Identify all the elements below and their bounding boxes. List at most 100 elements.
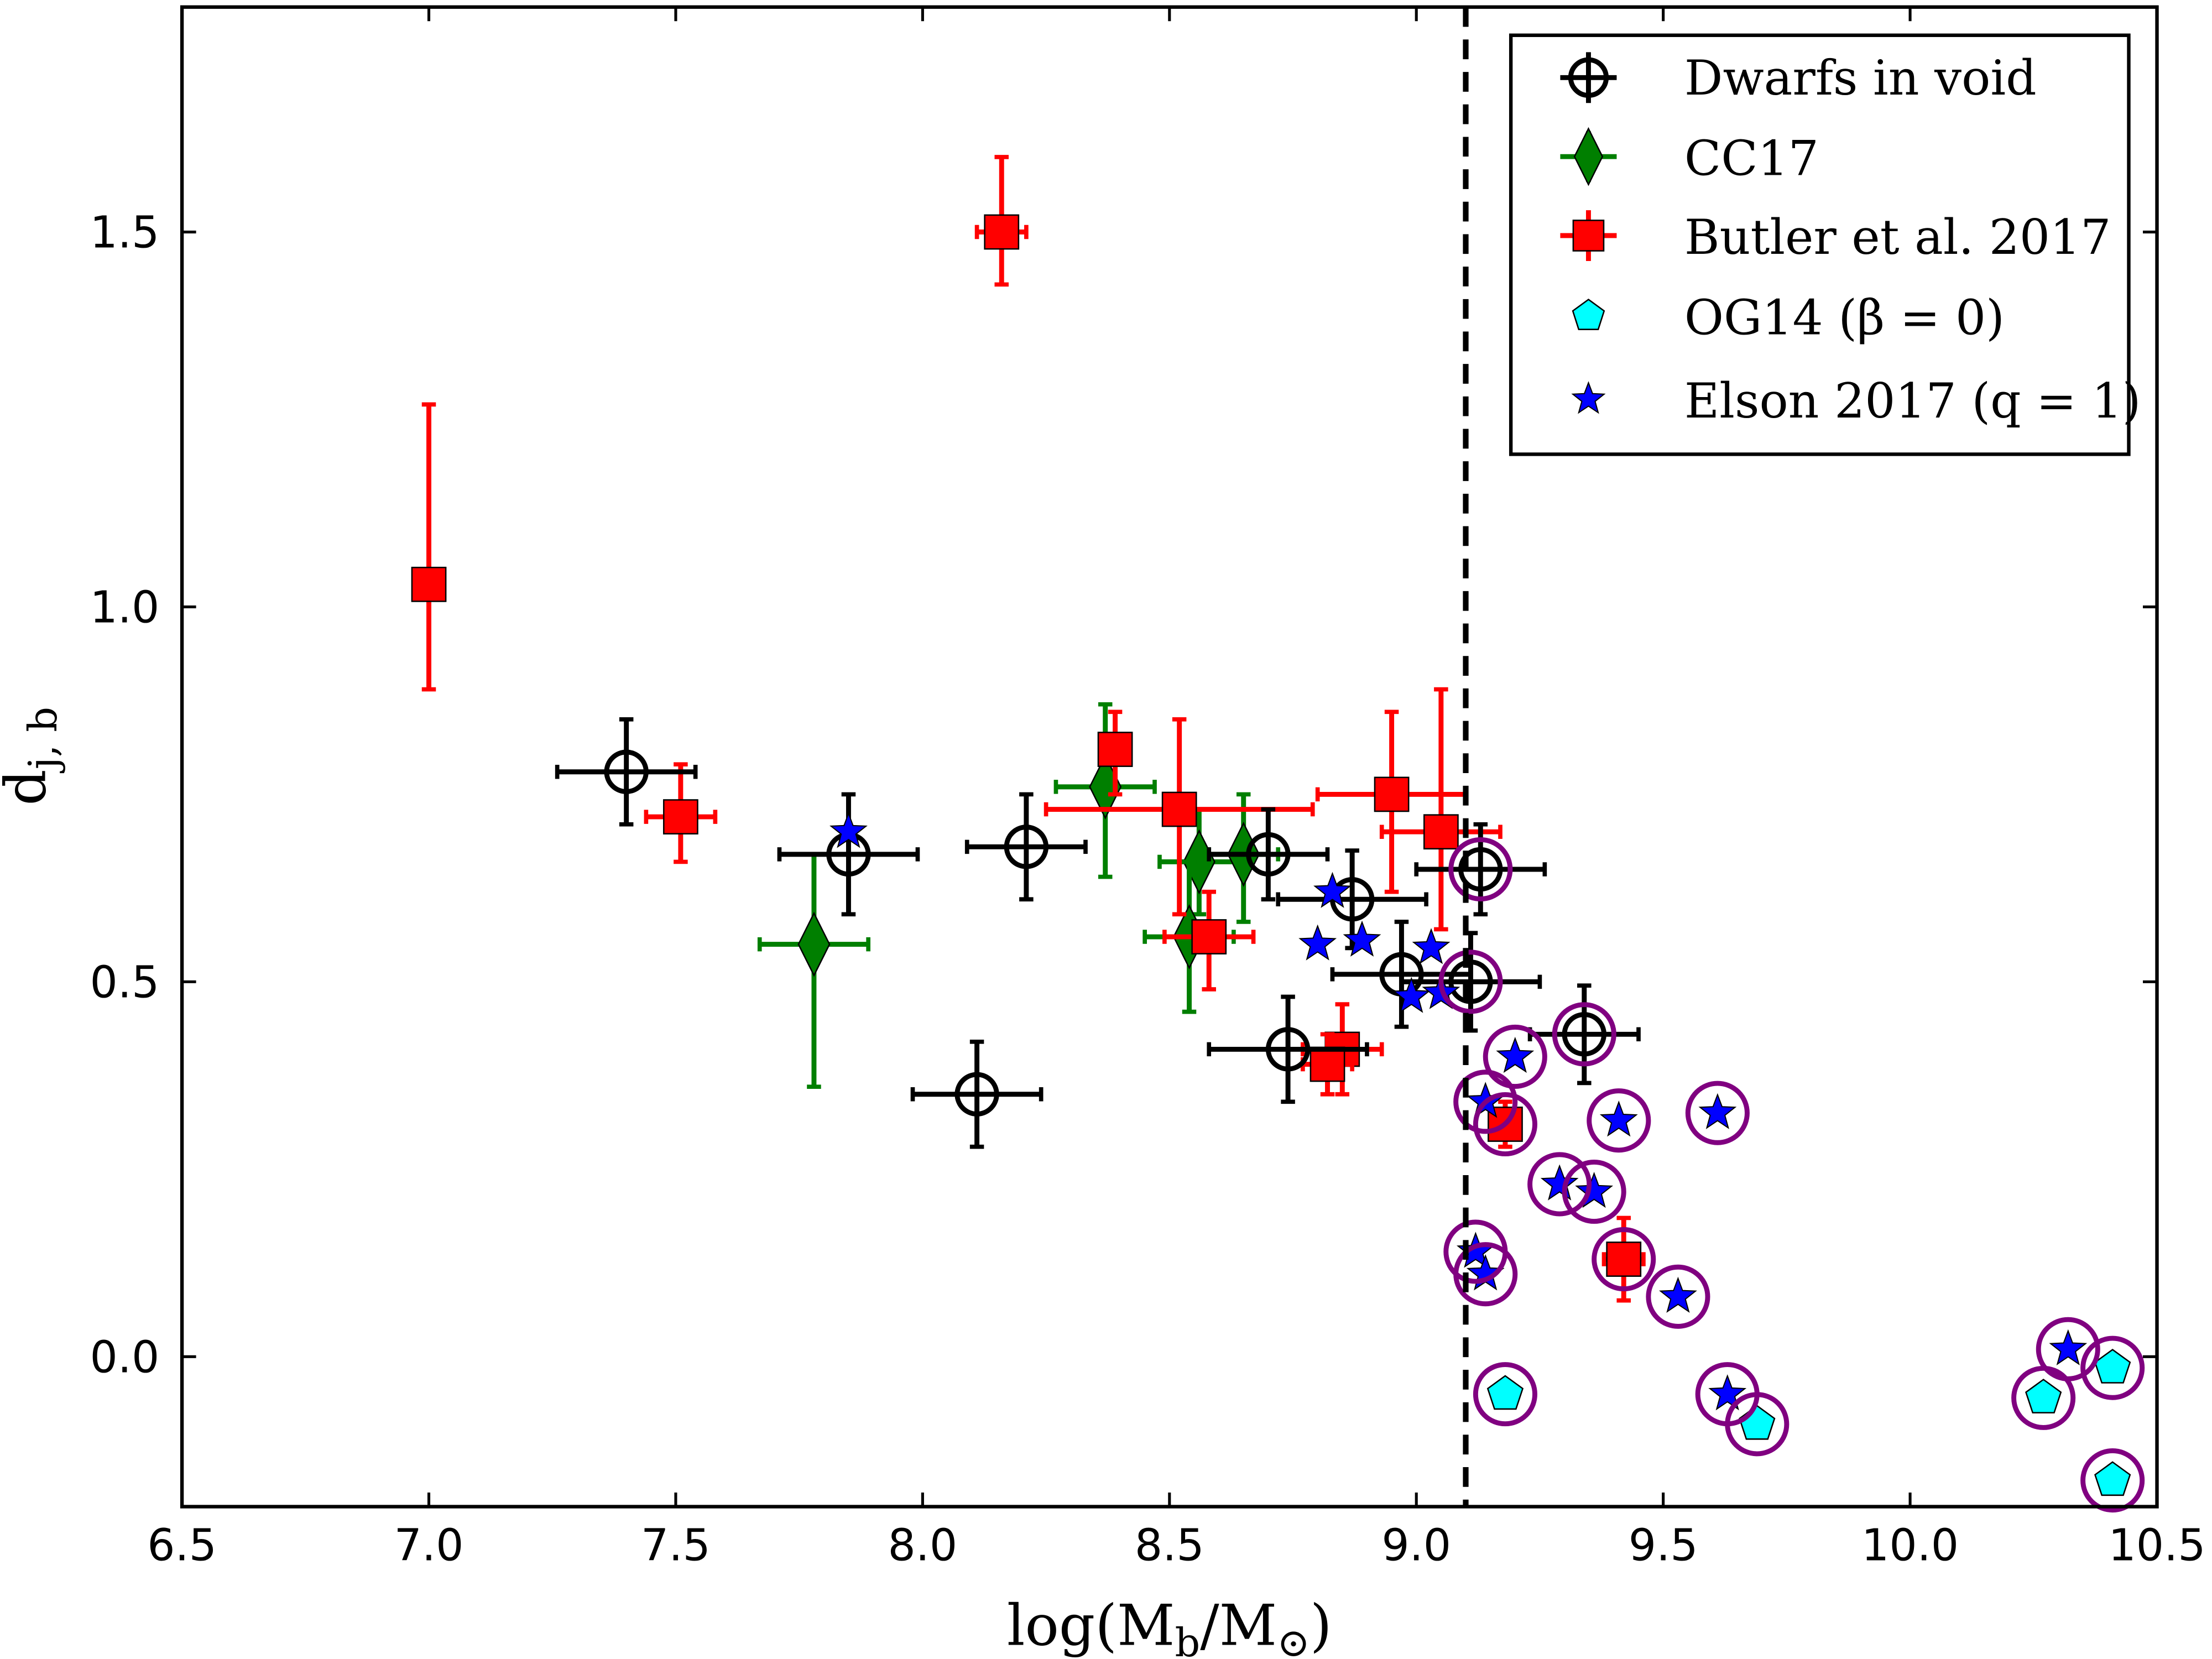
data-point xyxy=(1313,872,1352,908)
marker-star xyxy=(1659,1276,1697,1313)
x-tick-label: 10.0 xyxy=(1861,1520,1959,1571)
legend-symbol-diamond xyxy=(1573,127,1604,186)
data-point xyxy=(1044,717,1315,917)
marker-square xyxy=(984,214,1020,250)
data-point xyxy=(1315,709,1468,894)
x-tick-label: 8.0 xyxy=(888,1520,957,1571)
marker-star xyxy=(1313,872,1352,908)
x-axis-label: log(Mb/M⊙) xyxy=(1007,1593,1332,1659)
highlight-circle xyxy=(2080,1335,2145,1400)
data-point xyxy=(1053,702,1157,879)
highlight-circle xyxy=(1473,1362,1537,1427)
marker-circle-cross-open xyxy=(1004,825,1049,869)
data-point xyxy=(974,155,1029,287)
x-tick-label: 7.0 xyxy=(394,1520,464,1571)
data-point xyxy=(1659,1276,1697,1313)
data-point xyxy=(1343,920,1381,957)
marker-star xyxy=(1575,1172,1614,1208)
marker-star xyxy=(1698,1093,1737,1129)
marker-circle-cross-open xyxy=(604,749,649,794)
highlight-circle xyxy=(1438,950,1503,1014)
legend-marker-3 xyxy=(1572,299,1605,330)
marker-star xyxy=(1540,1164,1579,1201)
data-point xyxy=(1412,928,1451,964)
highlight-circle xyxy=(2011,1365,2076,1430)
marker-star xyxy=(1412,928,1451,964)
data-point xyxy=(1496,1036,1535,1073)
marker-star xyxy=(1343,920,1381,957)
x-tick-label: 7.5 xyxy=(641,1520,711,1571)
marker-circle-cross-open xyxy=(1448,959,1493,1004)
x-tick-label: 10.5 xyxy=(2108,1520,2205,1571)
data-point xyxy=(2025,1379,2062,1413)
x-tick-label: 8.5 xyxy=(1135,1520,1204,1571)
marker-star xyxy=(830,812,868,848)
marker-star xyxy=(1496,1036,1535,1073)
data-point xyxy=(830,812,868,848)
legend-label-cc17: CC17 xyxy=(1684,131,1819,186)
marker-square xyxy=(411,566,447,602)
y-tick-label: 0.0 xyxy=(90,1332,159,1383)
marker-square xyxy=(662,799,698,834)
marker-star xyxy=(1298,924,1337,961)
marker-pentagon xyxy=(1486,1375,1524,1410)
data-point xyxy=(1392,977,1431,1013)
data-point xyxy=(1575,1172,1614,1208)
data-point xyxy=(757,852,870,1089)
data-point xyxy=(1540,1164,1579,1201)
highlight-circle xyxy=(1562,1159,1626,1224)
data-point xyxy=(2094,1348,2131,1384)
highlight-circle xyxy=(1587,1088,1651,1153)
ticks-layer: 6.5 7.0 7.5 8.0 8.5 9.0 9.5 10.0 10.5 0.0 0.5 1.0 1.… xyxy=(90,7,2206,1571)
highlight-circle xyxy=(1685,1081,1750,1145)
marker-circle-cross-open xyxy=(1246,832,1291,877)
data-point xyxy=(1399,931,1542,1033)
data-point xyxy=(1162,889,1256,992)
highlight-circle xyxy=(2080,1448,2145,1513)
marker-pentagon xyxy=(2025,1379,2062,1413)
y-axis-label: dj, b xyxy=(0,707,66,806)
legend-symbol-square xyxy=(1572,220,1605,252)
marker-square xyxy=(1161,791,1197,827)
data-point xyxy=(2094,1461,2131,1496)
highlight-circle xyxy=(1527,1152,1592,1217)
marker-circle-cross-open xyxy=(1265,1027,1311,1072)
marker-star xyxy=(1392,977,1431,1013)
y-tick-label: 0.5 xyxy=(90,957,159,1008)
legend-label-elson: Elson 2017 (q = 1) xyxy=(1684,373,2141,429)
highlight-circle xyxy=(1453,1070,1518,1134)
highlight-circle xyxy=(1592,1227,1656,1292)
data-point xyxy=(1698,1093,1737,1129)
x-tick-label: 9.0 xyxy=(1381,1520,1451,1571)
data-point xyxy=(1486,1375,1524,1410)
marker-square xyxy=(1423,814,1459,850)
marker-square xyxy=(1191,919,1227,954)
marker-diamond xyxy=(797,911,831,977)
data-point xyxy=(964,792,1088,902)
data-point xyxy=(910,1040,1044,1149)
marker-circle-cross-open xyxy=(1458,847,1503,892)
marker-pentagon xyxy=(2094,1461,2131,1496)
marker-circle-cross-open xyxy=(1562,1012,1606,1057)
legend-marker-2 xyxy=(1560,210,1617,261)
legend-marker-0 xyxy=(1560,52,1617,103)
x-tick-label: 9.5 xyxy=(1629,1520,1698,1571)
marker-star xyxy=(1599,1100,1638,1137)
data-point xyxy=(1599,1100,1638,1137)
marker-square xyxy=(1374,776,1410,812)
marks-layer xyxy=(411,7,2145,1513)
highlight-circle xyxy=(1552,1002,1616,1067)
data-point xyxy=(1207,807,1330,902)
legend-label-butler: Butler et al. 2017 xyxy=(1684,210,2111,265)
data-point xyxy=(644,762,718,864)
marker-pentagon xyxy=(2094,1348,2131,1384)
marker-pentagon xyxy=(1739,1405,1776,1440)
legend-marker-4 xyxy=(1571,381,1606,414)
legend: Dwarfs in void CC17 Butler et al. 2017 O… xyxy=(1509,33,2141,456)
y-tick-label: 1.5 xyxy=(90,207,159,258)
marker-star xyxy=(2049,1329,2088,1365)
marker-circle-cross-open xyxy=(954,1072,999,1117)
data-point xyxy=(1739,1405,1776,1440)
